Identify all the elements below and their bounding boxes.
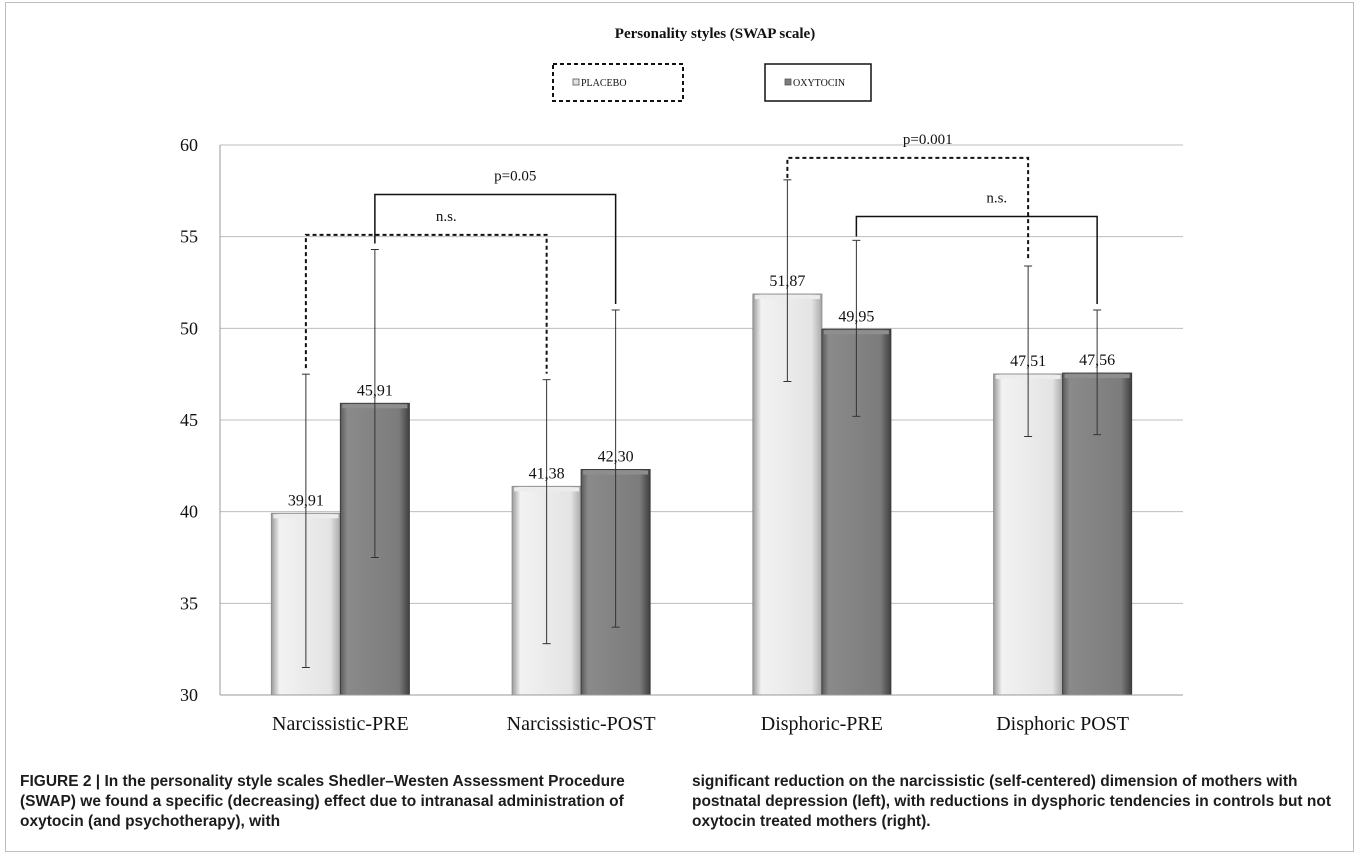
legend-swatch: [572, 78, 580, 86]
caption-left: FIGURE 2 | In the personality style scal…: [20, 772, 660, 832]
significance-label: p=0.05: [494, 169, 536, 185]
caption-right: significant reduction on the narcissisti…: [692, 773, 1331, 830]
data-label: 42,30: [598, 449, 634, 466]
axes: 30 35 40 45 50 55 60 Narcissistic-PRE Narcissist…: [180, 135, 1183, 735]
y-tick-label: 45: [180, 410, 198, 430]
legend-label: PLACEBO: [581, 78, 627, 89]
data-label: 51,87: [769, 273, 805, 290]
legend-label: OXYTOCIN: [793, 78, 845, 89]
significance-label: p=0.001: [903, 132, 953, 148]
x-tick-label: Disphoric POST: [996, 713, 1129, 735]
significance-bracket: [374, 193, 617, 304]
significance-annotations: n.s. p=0.05 p=0.001 n.s.: [304, 132, 1098, 374]
significance-label: n.s.: [436, 209, 457, 225]
y-tick-label: 60: [180, 135, 198, 155]
data-label: 39,91: [288, 492, 324, 509]
y-tick-label: 55: [180, 227, 198, 247]
significance-bracket: [855, 215, 1098, 304]
legend-swatch: [784, 78, 792, 86]
significance-label: n.s.: [986, 191, 1007, 207]
value-labels: 39,91 41,38 51,87 47,51 45,91 42,30 49,95 47,56: [288, 273, 1115, 509]
x-tick-label: Disphoric-PRE: [761, 713, 883, 735]
data-label: 49,95: [838, 308, 874, 325]
caption-left-text: In the personality style scales Shedler–…: [20, 773, 625, 830]
data-label: 47,56: [1079, 352, 1115, 369]
data-label: 41,38: [529, 465, 565, 482]
y-tick-label: 30: [180, 685, 198, 705]
error-bars: [301, 179, 1102, 668]
data-label: 45,91: [357, 382, 393, 399]
bar-chart: n.s. p=0.05 p=0.001 n.s. 39,91 41,38 51,87 47,…: [180, 26, 1183, 735]
x-tick-label: Narcissistic-POST: [507, 713, 656, 735]
bars: [270, 293, 1133, 696]
y-tick-label: 40: [180, 502, 198, 522]
data-label: 47,51: [1010, 353, 1046, 370]
y-tick-label: 50: [180, 318, 198, 338]
significance-bracket: [304, 233, 548, 374]
legend: PLACEBO OXYTOCIN: [552, 63, 872, 102]
x-tick-label: Narcissistic-PRE: [272, 713, 409, 735]
chart-title: Personality styles (SWAP scale): [615, 26, 815, 42]
caption-figure-label: FIGURE 2 |: [20, 773, 105, 790]
y-tick-label: 35: [180, 593, 198, 613]
legend-box-oxytocin: [764, 63, 872, 102]
significance-bracket: [786, 156, 1030, 260]
